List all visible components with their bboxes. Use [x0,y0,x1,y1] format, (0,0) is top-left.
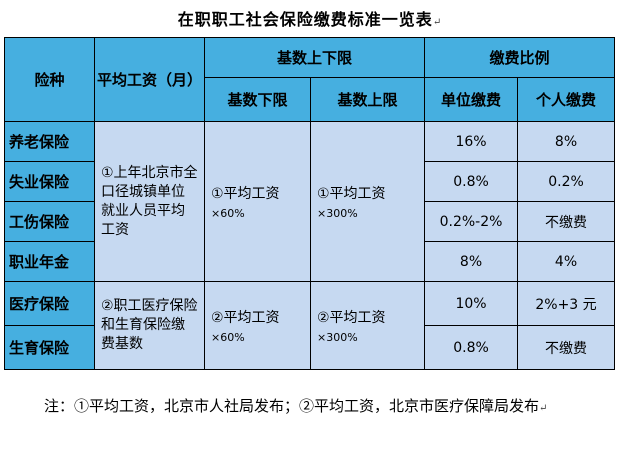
row-personal: 不缴费 [517,201,616,242]
row-name: 失业保险 [4,161,95,202]
table-row: 职业年金 8% 4% [4,241,616,282]
footnote: 注：①平均工资，北京市人社局发布；②平均工资，北京市医疗保障局发布↵ [44,384,604,431]
group1-upper-mult: ×300% [317,207,358,220]
group2-upper: ②平均工资 ×300% [309,281,426,370]
header-base-upper: 基数上限 [309,77,426,122]
group1-upper-main: ①平均工资 [317,186,386,202]
row-personal: 0.2% [517,161,616,202]
row-name: 养老保险 [4,121,95,162]
header-personal-pay: 个人缴费 [517,77,616,122]
return-mark: ↵ [539,403,548,414]
table-row: 工伤保险 0.2%-2% 不缴费 [4,201,616,242]
return-mark: ↵ [432,17,443,28]
row-personal: 8% [517,121,616,162]
group1-lower-mult: ×60% [211,207,245,220]
table-row: 养老保险 ①上年北京市全口径城镇单位就业人员平均工资 ①平均工资 ×60% ①平… [4,121,616,282]
row-unit: 0.8% [424,325,519,370]
group1-upper: ①平均工资 ×300% [309,121,426,282]
group2-upper-mult: ×300% [317,331,358,344]
group2-lower-main: ②平均工资 [211,310,280,326]
table-row: 生育保险 0.8% 不缴费 [4,325,616,370]
table-row: 医疗保险 ②职工医疗保险和生育保险缴费基数 ②平均工资 ×60% ②平均工资 ×… [4,281,616,370]
row-personal: 2%+3 元 [517,281,616,326]
header-base-range: 基数上下限 [203,37,426,78]
row-personal: 不缴费 [517,325,616,370]
row-name: 职业年金 [4,241,95,282]
title-text: 在职职工社会保险缴费标准一览表 [177,10,433,29]
group1-lower-main: ①平均工资 [211,186,280,202]
footnote-text: 注：①平均工资，北京市人社局发布；②平均工资，北京市医疗保障局发布 [44,397,540,415]
row-personal: 4% [517,241,616,282]
header-base-lower: 基数下限 [204,77,311,122]
row-unit: 10% [424,281,519,326]
header-insurance: 险种 [4,37,95,122]
row-unit: 0.8% [424,161,519,202]
row-unit: 0.2%-2% [424,201,519,242]
group1-salary: ①上年北京市全口径城镇单位就业人员平均工资 [94,121,205,282]
page-title: 在职职工社会保险缴费标准一览表↵ [0,6,620,30]
group1-lower: ①平均工资 ×60% [204,121,311,282]
insurance-table: 险种 平均工资（月） 基数上下限 缴费比例 基数下限 基数上限 单位缴费 个人缴… [4,37,616,370]
header-unit-pay: 单位缴费 [424,77,519,122]
table-row: 失业保险 0.8% 0.2% [4,161,616,202]
row-unit: 16% [424,121,519,162]
row-name: 生育保险 [4,325,95,370]
header-ratio: 缴费比例 [424,37,616,78]
row-name: 工伤保险 [4,201,95,242]
group2-upper-main: ②平均工资 [317,310,386,326]
header-salary: 平均工资（月） [94,37,205,122]
row-name: 医疗保险 [4,281,95,326]
group2-lower-mult: ×60% [211,331,245,344]
row-unit: 8% [424,241,519,282]
group2-salary: ②职工医疗保险和生育保险缴费基数 [94,281,205,370]
group2-lower: ②平均工资 ×60% [204,281,311,370]
